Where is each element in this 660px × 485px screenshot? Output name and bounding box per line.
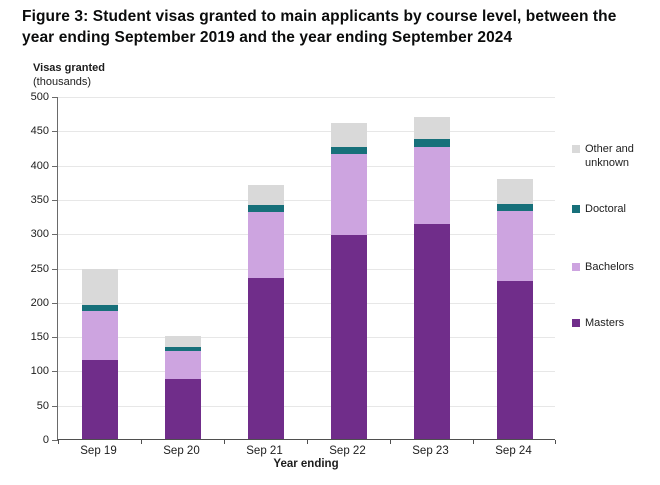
x-category-label: Sep 21 <box>246 445 283 457</box>
legend-swatch-doctoral <box>572 205 580 213</box>
y-tick-label: 400 <box>30 159 49 172</box>
legend-item-masters: Masters <box>572 317 624 331</box>
bar-sep-20-doctoral <box>164 347 201 352</box>
legend-item-other-and-unknown: Other and unknown <box>572 143 660 171</box>
legend-item-doctoral: Doctoral <box>572 203 626 217</box>
y-tick-150 <box>52 337 58 339</box>
y-tick-200 <box>52 302 58 304</box>
y-tick-label: 500 <box>30 91 49 103</box>
bar-sep-21-doctoral <box>247 205 284 212</box>
y-tick-350 <box>52 199 58 201</box>
y-tick-label: 300 <box>30 228 49 241</box>
y-tick-50 <box>52 405 58 407</box>
y-tick-label: 100 <box>30 365 49 378</box>
bar-sep-22-masters <box>330 234 367 439</box>
bar-sep-22-other-and-unknown <box>330 122 367 148</box>
gridline-50 <box>58 405 555 407</box>
x-category-label: Sep 19 <box>80 445 117 457</box>
legend-label: Doctoral <box>585 203 626 215</box>
bar-sep-21-masters <box>247 277 284 439</box>
y-tick-400 <box>52 165 58 167</box>
bar-sep-24-other-and-unknown <box>496 179 533 204</box>
y-tick-label: 50 <box>36 399 49 412</box>
x-axis-title: Year ending <box>273 458 339 470</box>
x-tick-2 <box>224 440 225 444</box>
y-tick-label: 200 <box>30 296 49 309</box>
gridline-400 <box>58 165 555 167</box>
x-category-label: Sep 24 <box>495 445 532 457</box>
bar-sep-24-doctoral <box>496 203 533 212</box>
y-axis-title: Visas granted (thousands) <box>33 62 105 90</box>
bar-sep-19-doctoral <box>81 304 118 311</box>
bar-sep-19-other-and-unknown <box>81 268 118 305</box>
gridline-450 <box>58 131 555 133</box>
x-tick-1 <box>141 440 142 444</box>
y-tick-label: 150 <box>30 331 49 344</box>
bar-sep-22-bachelors <box>330 154 367 235</box>
bar-sep-20-other-and-unknown <box>164 336 201 348</box>
legend-label: Other and unknown <box>585 143 634 169</box>
y-axis-title-main: Visas granted <box>33 62 105 74</box>
x-tick-6 <box>555 440 556 444</box>
x-tick-3 <box>307 440 308 444</box>
y-tick-450 <box>52 131 58 133</box>
legend-label: Masters <box>585 317 625 329</box>
bar-sep-23-other-and-unknown <box>413 116 450 140</box>
gridline-200 <box>58 302 555 304</box>
x-tick-4 <box>390 440 391 444</box>
bar-sep-24-masters <box>496 281 533 439</box>
y-tick-300 <box>52 234 58 236</box>
gridline-100 <box>58 371 555 373</box>
legend-item-bachelors: Bachelors <box>572 261 634 275</box>
y-tick-0 <box>52 440 58 441</box>
bar-sep-21-bachelors <box>247 211 284 278</box>
legend-swatch-masters <box>572 319 580 327</box>
y-tick-label: 0 <box>42 434 49 446</box>
bar-sep-21-other-and-unknown <box>247 185 284 206</box>
y-tick-250 <box>52 268 58 270</box>
legend-label: Bachelors <box>585 261 634 273</box>
x-tick-5 <box>473 440 474 444</box>
bar-sep-20-bachelors <box>164 351 201 380</box>
y-tick-500 <box>52 97 58 98</box>
bar-sep-22-doctoral <box>330 147 367 155</box>
gridline-300 <box>58 234 555 236</box>
gridline-350 <box>58 199 555 201</box>
bar-sep-23-masters <box>413 224 450 439</box>
y-tick-100 <box>52 371 58 373</box>
x-category-label: Sep 22 <box>329 445 366 457</box>
x-tick-0 <box>58 440 59 444</box>
y-tick-label: 450 <box>30 125 49 138</box>
bar-sep-19-bachelors <box>81 310 118 361</box>
y-axis-title-units: (thousands) <box>33 75 92 88</box>
legend-swatch-bachelors <box>572 263 580 271</box>
bar-sep-24-bachelors <box>496 211 533 282</box>
figure-title: Figure 3: Student visas granted to main … <box>22 8 617 47</box>
legend-swatch-other-and-unknown <box>572 145 580 153</box>
gridline-150 <box>58 337 555 339</box>
y-tick-label: 250 <box>30 262 49 275</box>
bar-sep-23-bachelors <box>413 147 450 225</box>
x-category-label: Sep 23 <box>412 445 449 457</box>
x-category-label: Sep 20 <box>163 445 200 457</box>
gridline-250 <box>58 268 555 270</box>
bar-sep-23-doctoral <box>413 139 450 148</box>
bar-sep-19-masters <box>81 360 118 439</box>
plot-area <box>52 97 556 444</box>
gridline-500 <box>58 97 555 98</box>
bar-sep-20-masters <box>164 379 201 439</box>
y-tick-label: 350 <box>30 193 49 206</box>
